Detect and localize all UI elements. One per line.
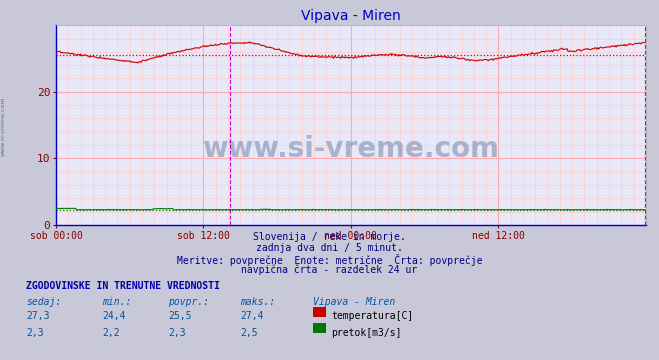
Text: 25,5: 25,5: [168, 311, 192, 321]
Text: min.:: min.:: [102, 297, 132, 307]
Text: zadnja dva dni / 5 minut.: zadnja dva dni / 5 minut.: [256, 243, 403, 253]
Text: www.si-vreme.com: www.si-vreme.com: [202, 135, 500, 163]
Text: ZGODOVINSKE IN TRENUTNE VREDNOSTI: ZGODOVINSKE IN TRENUTNE VREDNOSTI: [26, 281, 220, 291]
Text: temperatura[C]: temperatura[C]: [331, 311, 414, 321]
Text: 2,3: 2,3: [26, 328, 44, 338]
Text: 2,2: 2,2: [102, 328, 120, 338]
Text: 2,3: 2,3: [168, 328, 186, 338]
Text: pretok[m3/s]: pretok[m3/s]: [331, 328, 402, 338]
Text: 24,4: 24,4: [102, 311, 126, 321]
Text: 27,3: 27,3: [26, 311, 50, 321]
Text: Vipava - Miren: Vipava - Miren: [313, 297, 395, 307]
Text: navpična črta - razdelek 24 ur: navpična črta - razdelek 24 ur: [241, 265, 418, 275]
Text: Slovenija / reke in morje.: Slovenija / reke in morje.: [253, 232, 406, 242]
Text: 27,4: 27,4: [241, 311, 264, 321]
Text: www.si-vreme.com: www.si-vreme.com: [1, 96, 6, 156]
Text: povpr.:: povpr.:: [168, 297, 209, 307]
Text: Meritve: povprečne  Enote: metrične  Črta: povprečje: Meritve: povprečne Enote: metrične Črta:…: [177, 254, 482, 266]
Text: maks.:: maks.:: [241, 297, 275, 307]
Text: 2,5: 2,5: [241, 328, 258, 338]
Title: Vipava - Miren: Vipava - Miren: [301, 9, 401, 23]
Text: sedaj:: sedaj:: [26, 297, 61, 307]
